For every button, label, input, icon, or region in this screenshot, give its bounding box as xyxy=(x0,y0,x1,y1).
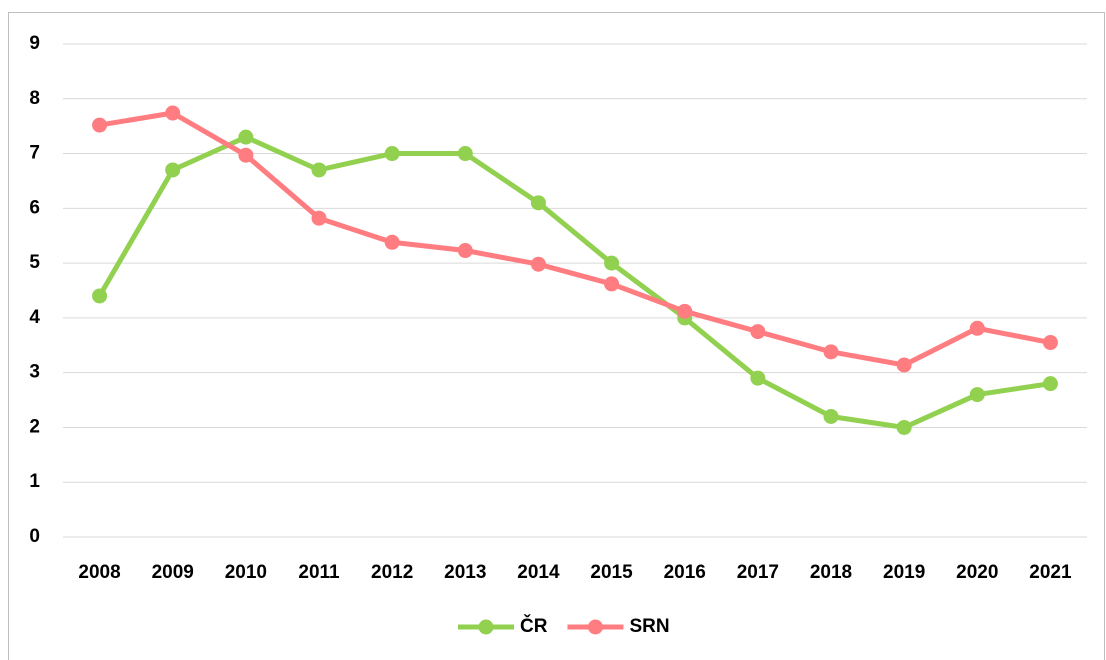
y-tick-label: 1 xyxy=(29,471,40,492)
data-point xyxy=(92,288,108,304)
data-point xyxy=(530,195,546,211)
series-line xyxy=(99,110,1051,368)
y-tick-label: 2 xyxy=(29,416,40,437)
y-tick-label: 4 xyxy=(29,307,40,328)
x-tick-label: 2010 xyxy=(225,562,267,583)
data-point xyxy=(457,243,473,259)
data-point xyxy=(457,146,473,162)
x-tick-label: 2019 xyxy=(883,562,925,583)
legend-marker xyxy=(587,619,603,635)
data-point xyxy=(823,408,839,424)
legend-label: SRN xyxy=(629,616,669,637)
data-point xyxy=(969,320,985,336)
x-tick-label: 2017 xyxy=(737,562,779,583)
y-tick-label: 8 xyxy=(29,88,40,109)
x-tick-label: 2016 xyxy=(664,562,706,583)
y-tick-label: 6 xyxy=(29,197,40,218)
x-tick-label: 2021 xyxy=(1029,562,1072,583)
legend-marker xyxy=(478,619,494,635)
data-point xyxy=(238,147,254,163)
y-tick-label: 9 xyxy=(29,33,40,54)
legend-item: SRN xyxy=(567,616,670,637)
x-tick-label: 2013 xyxy=(444,562,486,583)
y-tick-label: 0 xyxy=(29,526,40,547)
data-point xyxy=(823,344,839,360)
data-point xyxy=(530,256,546,272)
x-tick-label: 2018 xyxy=(810,562,852,583)
data-point xyxy=(969,387,985,403)
x-tick-label: 2020 xyxy=(956,562,998,583)
data-point xyxy=(165,105,181,121)
y-tick-label: 3 xyxy=(29,362,40,383)
data-point xyxy=(92,117,108,133)
x-tick-label: 2008 xyxy=(78,562,120,583)
data-point xyxy=(311,162,327,178)
chart-frame xyxy=(8,12,1105,660)
data-point xyxy=(604,276,620,292)
data-point xyxy=(604,255,620,271)
data-point xyxy=(311,210,327,226)
data-point xyxy=(1042,376,1058,392)
x-tick-label: 2011 xyxy=(298,562,340,583)
data-point xyxy=(238,129,254,145)
data-point xyxy=(896,357,912,373)
data-point xyxy=(165,162,181,178)
x-tick-label: 2014 xyxy=(517,562,560,583)
legend-item: ČR xyxy=(458,615,548,637)
data-point xyxy=(750,370,766,386)
data-point xyxy=(896,419,912,435)
data-point xyxy=(750,324,766,340)
data-point xyxy=(384,234,400,250)
x-tick-label: 2012 xyxy=(371,562,413,583)
data-point xyxy=(677,303,693,319)
x-tick-label: 2015 xyxy=(590,562,633,583)
x-tick-label: 2009 xyxy=(152,562,194,583)
y-tick-label: 7 xyxy=(29,143,40,164)
y-tick-label: 5 xyxy=(29,252,40,273)
data-point xyxy=(384,146,400,162)
series-line xyxy=(97,134,1051,430)
legend-label: ČR xyxy=(520,615,548,637)
data-point xyxy=(1042,335,1058,351)
